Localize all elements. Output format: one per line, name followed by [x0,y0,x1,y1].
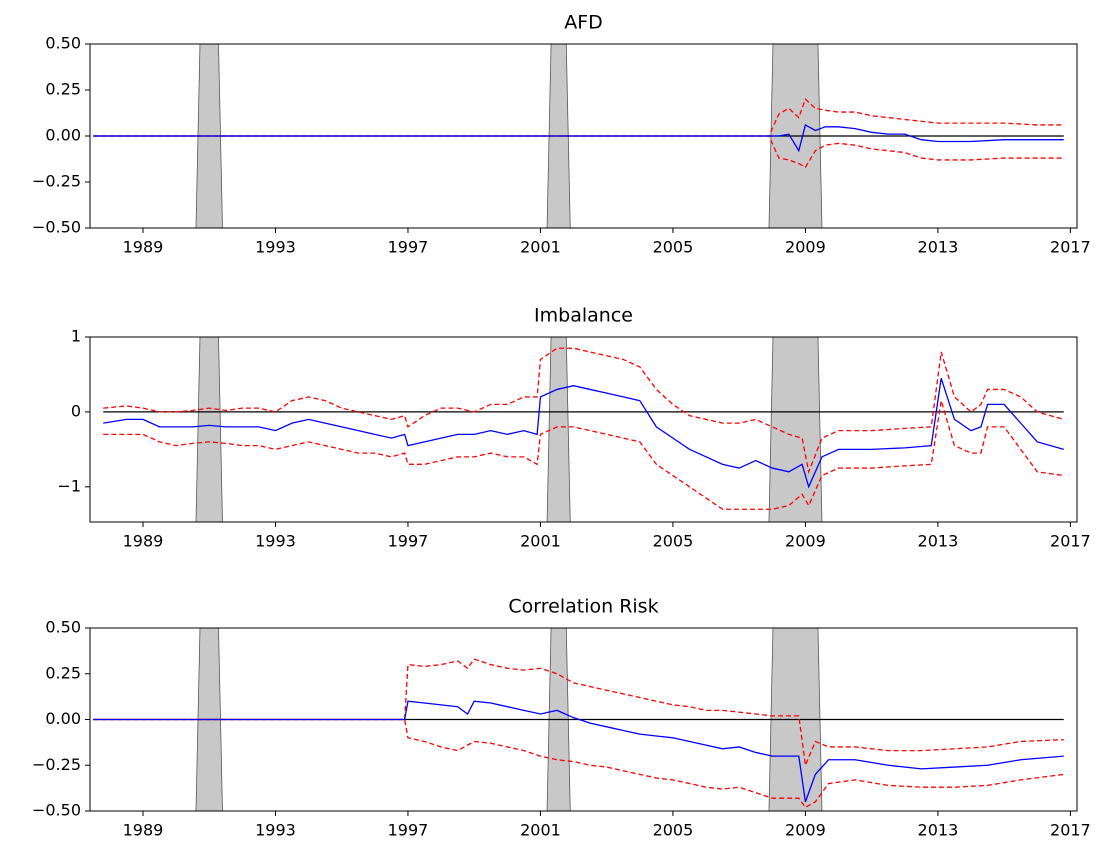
band-line [93,98,1064,137]
x-tick-label: 2017 [1050,532,1091,551]
subplot: 1989 1993 1997 2001 2005 2009 2013 2017 −0.50 −0.… [32,596,1091,840]
x-tick-label: 2005 [653,821,694,840]
x-tick-label: 2017 [1050,238,1091,257]
x-tick-label: 2001 [520,238,561,257]
y-tick-label: 0.50 [45,618,81,637]
y-tick-label: −0.50 [32,801,81,820]
estimate-line [93,700,1064,803]
estimate-line [103,377,1064,489]
band-line [93,718,1064,809]
x-tick-label: 1997 [388,821,429,840]
subplot-title: AFD [564,12,603,34]
x-tick-label: 2013 [918,238,959,257]
x-tick-label: 2005 [653,532,694,551]
x-tick-label: 1997 [388,238,429,257]
y-tick-label: −1 [57,476,81,495]
x-tick-label: 1993 [255,821,296,840]
y-tick-label: 0.25 [45,80,81,99]
plot-frame [89,336,1078,523]
x-tick-label: 1989 [123,532,164,551]
band-line [93,135,1064,169]
y-tick-label: −0.25 [32,755,81,774]
y-tick-label: −0.50 [32,218,81,237]
subplot-title: Correlation Risk [508,596,658,618]
y-tick-label: 0.00 [45,709,81,728]
subplot: 1989 1993 1997 2001 2005 2009 2013 2017 −1 0 1 Imba… [57,305,1090,551]
x-tick-label: 2013 [918,532,959,551]
x-tick-label: 2013 [918,821,959,840]
shaded-region [195,336,223,523]
y-tick-label: −0.25 [32,172,81,191]
y-tick-label: 0 [71,401,81,420]
x-tick-label: 2009 [785,532,826,551]
x-tick-label: 2005 [653,238,694,257]
x-tick-label: 2001 [520,532,561,551]
subplot-title: Imbalance [534,305,633,327]
x-tick-label: 1989 [123,821,164,840]
y-tick-label: 1 [71,327,81,346]
y-tick-label: 0.00 [45,126,81,145]
subplot: 1989 1993 1997 2001 2005 2009 2013 2017 −0.50 −0.… [32,12,1091,257]
y-tick-label: 0.25 [45,663,81,682]
band-line [93,658,1064,768]
band-line [103,400,1064,510]
x-tick-label: 1993 [255,238,296,257]
estimate-line [93,123,1064,153]
y-tick-label: 0.50 [45,34,81,53]
x-tick-label: 1997 [388,532,429,551]
shaded-region [546,336,571,523]
x-tick-label: 1989 [123,238,164,257]
x-tick-label: 2009 [785,238,826,257]
x-tick-label: 2017 [1050,821,1091,840]
x-tick-label: 2001 [520,821,561,840]
band-line [103,347,1064,475]
x-tick-label: 1993 [255,532,296,551]
x-tick-label: 2009 [785,821,826,840]
